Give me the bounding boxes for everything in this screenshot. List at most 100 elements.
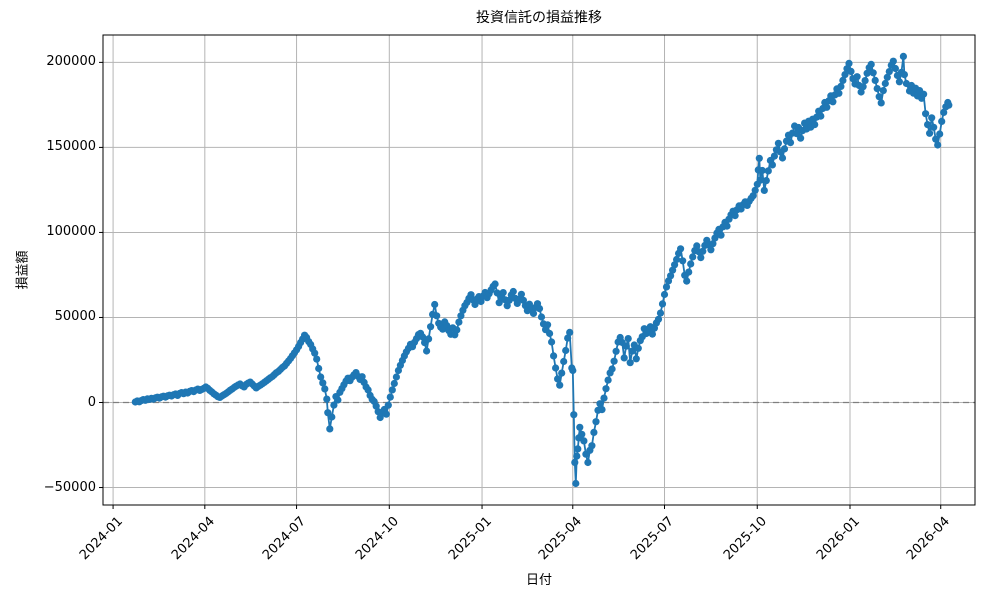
data-point [899,52,908,61]
data-point [891,64,900,73]
data-point [552,364,560,372]
data-point [774,139,783,147]
data-point [392,373,400,381]
data-point [693,242,701,250]
data-point [861,77,869,85]
data-point [723,222,731,230]
data-point [677,245,685,253]
data-point [940,108,948,116]
data-point [419,333,427,341]
data-point [358,373,366,381]
data-point [829,98,837,106]
data-point [624,335,632,343]
data-point [588,442,596,450]
data-point [566,328,574,336]
data-point [529,309,538,317]
data-point [598,406,606,414]
data-point [841,71,849,79]
data-point [457,312,465,320]
data-point [388,386,396,394]
data-point [311,349,319,357]
data-point [835,89,843,97]
data-point [687,260,695,268]
data-point [628,347,636,355]
data-point [317,373,325,381]
data-point [384,401,392,409]
data-point [883,73,891,81]
data-point [853,73,861,81]
data-point [930,123,938,131]
data-point [578,430,586,438]
data-point [654,315,663,323]
data-point [699,247,707,255]
data-point [648,330,657,338]
data-point [811,121,819,129]
data-point [491,280,499,288]
data-point [867,60,875,68]
data-point [924,121,932,129]
data-point [758,166,766,175]
y-tick-label: 100000 [46,224,96,240]
data-point [574,445,582,453]
data-point [535,305,544,313]
data-point [755,154,763,162]
data-point [423,347,431,355]
data-point [569,366,577,375]
data-point [928,114,936,122]
data-point [707,246,715,254]
data-point [364,386,372,394]
data-point [499,289,507,297]
data-point [837,82,845,90]
data-point [863,69,871,77]
data-point [503,302,511,310]
data-point [564,334,572,342]
data-point [584,458,592,467]
data-point [877,99,885,107]
data-point [592,418,600,426]
data-point [323,395,331,403]
data-point [875,93,883,101]
data-point [881,79,889,88]
data-point [751,186,759,194]
data-point [922,110,930,118]
data-point [667,272,675,280]
data-point [550,352,558,360]
data-point [760,186,768,194]
data-point [778,154,787,162]
data-point [885,68,893,76]
data-point [626,359,634,367]
data-point [608,365,616,373]
data-point [780,145,789,153]
data-point [425,335,433,343]
data-point [571,458,579,466]
data-point [556,381,564,389]
data-point [938,117,946,125]
data-point [895,78,904,86]
data-point [817,112,825,120]
y-tick-label: −50000 [43,479,96,495]
data-point [620,354,628,362]
chart-title: 投資信託の損益推移 [476,10,602,26]
data-point [847,67,855,75]
data-point [685,268,693,276]
data-point [433,312,441,320]
data-point [926,129,934,137]
data-point [455,318,463,326]
data-point [562,346,570,355]
data-point [372,402,380,410]
data-point [845,59,853,67]
data-point [573,452,581,460]
data-point [762,177,770,185]
y-tick-label: 150000 [46,139,96,155]
data-point [717,231,725,239]
data-point [679,257,687,265]
data-point [328,413,336,421]
data-point [313,355,321,363]
data-point [622,342,630,350]
data-point [839,76,847,84]
data-point [319,379,327,387]
data-point [786,139,795,147]
data-point [548,338,556,346]
